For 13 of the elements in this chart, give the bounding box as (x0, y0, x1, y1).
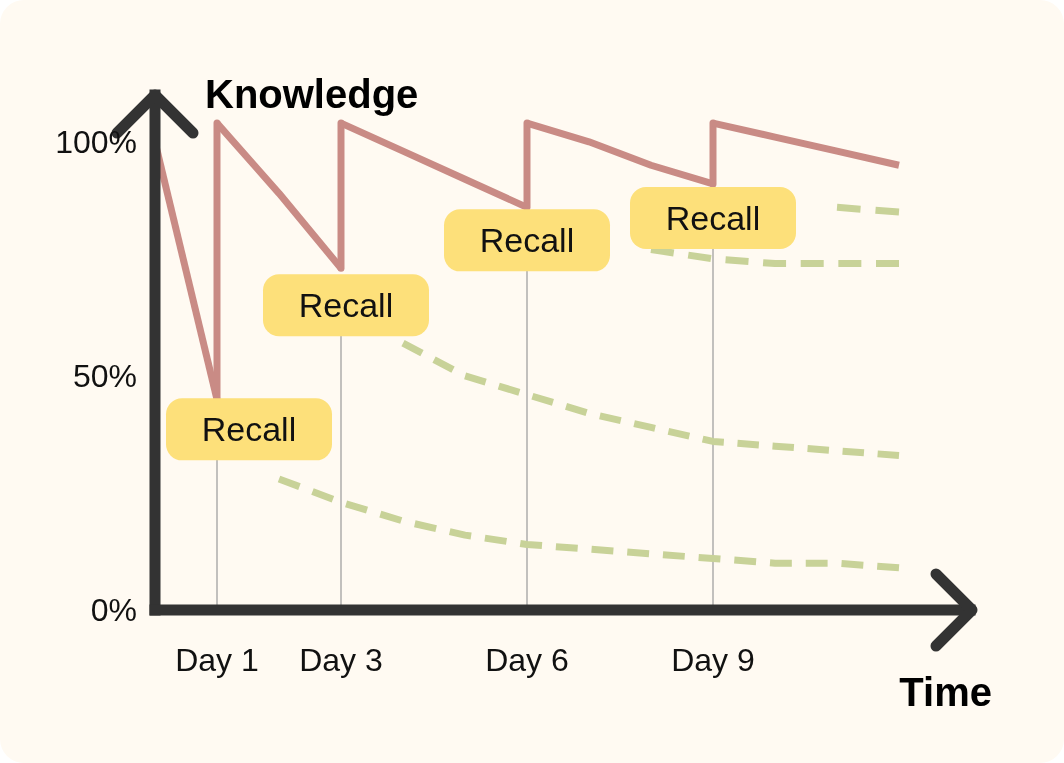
annotation: Recall (298, 286, 394, 325)
y-axis-title: Knowledge (205, 72, 419, 116)
annotation: Recall (201, 410, 297, 449)
y-tick-label: 50% (72, 358, 137, 395)
y-tick-label: 100% (55, 124, 137, 161)
x-tick-label: Day 3 (299, 642, 383, 679)
x-axis-title: Time (899, 670, 992, 714)
annotation: Recall (479, 221, 575, 260)
x-tick-label: Day 9 (671, 642, 755, 679)
annotation: Recall (665, 198, 761, 237)
x-tick-label: Day 6 (485, 642, 569, 679)
x-tick-label: Day 1 (175, 642, 259, 679)
y-tick-label: 0% (90, 592, 137, 629)
